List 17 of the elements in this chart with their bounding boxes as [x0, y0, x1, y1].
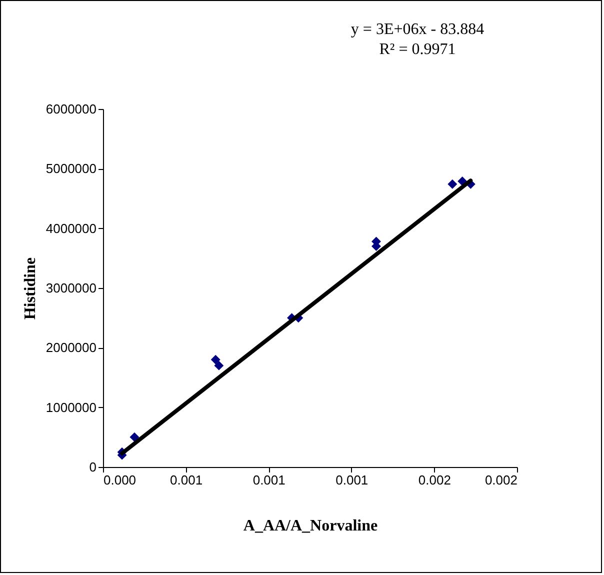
y-tick-label: 0 — [89, 460, 96, 474]
x-tick-label: 0.002 — [484, 472, 518, 488]
x-tick-label: 0.002 — [418, 472, 451, 488]
y-tick-label: 2000000 — [46, 340, 96, 356]
x-tick-label: 0.001 — [252, 472, 286, 488]
y-tick-label: 3000000 — [46, 280, 96, 296]
y-tick-label: 4000000 — [46, 220, 96, 236]
text: R² = 0.9971 — [379, 41, 456, 58]
x-tick-label: 0.001 — [336, 472, 368, 488]
x-tick-label: 0.000 — [104, 472, 136, 488]
y-tick-label: 6000000 — [46, 102, 96, 116]
y-axis-title: Histidine — [22, 257, 39, 320]
y-tick-label: 1000000 — [46, 400, 96, 415]
x-axis-title: A_AA/A_Norvaline — [243, 518, 378, 534]
text: y = 3E+06x - 83.884 — [350, 21, 484, 38]
y-tick-label: 5000000 — [46, 161, 96, 176]
x-tick-label: 0.001 — [170, 472, 203, 488]
